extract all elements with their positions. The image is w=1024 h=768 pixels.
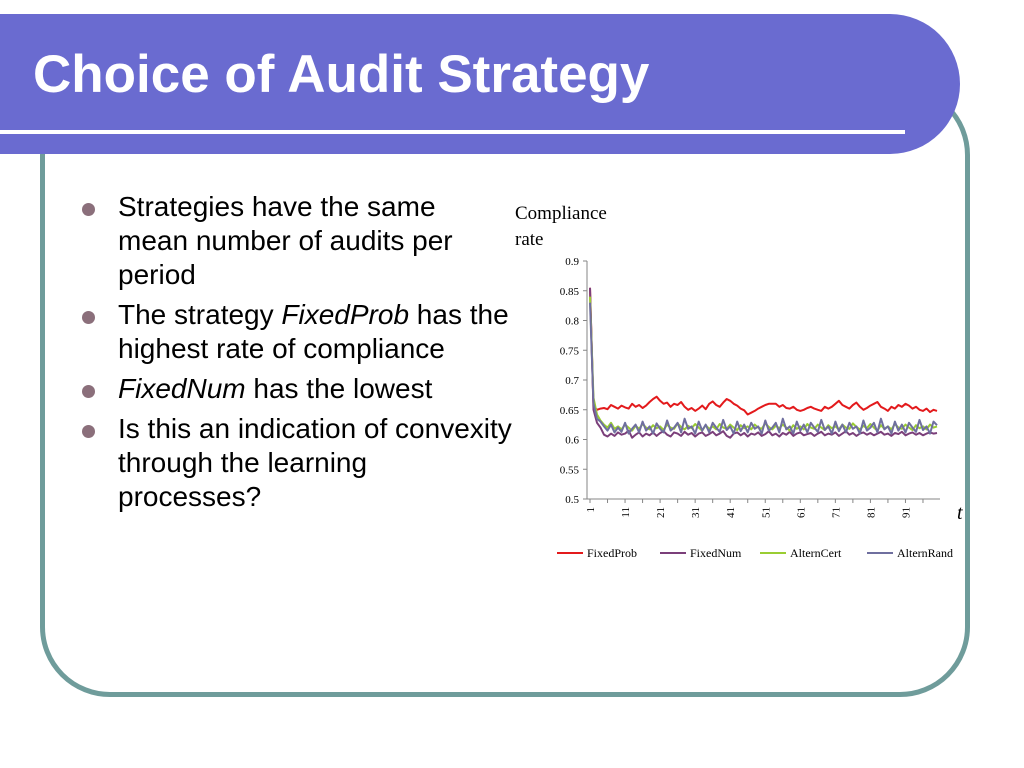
y-tick-label: 0.6	[565, 435, 579, 447]
y-axis-label: Compliance	[515, 203, 607, 224]
x-axis-label: t	[957, 502, 963, 524]
x-tick-label: 81	[865, 507, 877, 518]
bullet-list: Strategies have the same mean number of …	[82, 190, 512, 520]
bullet-text: has the highest rate of compliance	[118, 299, 509, 364]
bullet-text: FixedProb	[281, 299, 410, 330]
y-tick-label: 0.9	[565, 256, 579, 268]
y-tick-label: 0.65	[560, 405, 580, 417]
y-tick-label: 0.7	[565, 375, 579, 387]
y-tick-label: 0.5	[565, 494, 579, 506]
series-line-fixednum	[589, 287, 938, 439]
bullet-dot-icon	[82, 385, 95, 398]
bullet-dot-icon	[82, 425, 95, 438]
bullet-text: has the lowest	[245, 373, 433, 404]
y-tick-label: 0.75	[560, 345, 580, 357]
y-tick-label: 0.85	[560, 286, 580, 298]
title-underline	[0, 130, 905, 134]
x-tick-label: 31	[690, 507, 702, 518]
compliance-chart: Compliance rate t 0.5 0.55 0.6 0.65 0.7 0.75 0.8 0…	[515, 203, 963, 560]
bullet-text: The strategy	[118, 299, 282, 330]
x-tick-label: 91	[900, 507, 912, 518]
y-tick-label: 0.8	[565, 316, 579, 328]
bullet-item: Is this an indication of convexity throu…	[82, 412, 512, 514]
y-axis-label: rate	[515, 229, 543, 250]
x-tick-label: 21	[655, 507, 667, 518]
bullet-text: Strategies have the same mean number of …	[118, 191, 453, 290]
x-tick-label: 41	[725, 507, 737, 518]
legend-entry: FixedProb	[587, 546, 637, 560]
x-tick-label: 51	[760, 507, 772, 518]
slide-title: Choice of Audit Strategy	[33, 45, 650, 104]
legend-entry: AlternRand	[897, 546, 953, 560]
bullet-item: The strategy FixedProb has the highest r…	[82, 298, 512, 366]
series-line-fixedprob	[589, 287, 938, 416]
y-tick-label: 0.55	[560, 464, 580, 476]
x-tick-label: 71	[830, 507, 842, 518]
content-frame	[40, 85, 970, 697]
legend-entry: AlternCert	[790, 546, 842, 560]
bullet-item: FixedNum has the lowest	[82, 372, 512, 406]
x-tick-label: 61	[795, 507, 807, 518]
x-tick-label: 1	[585, 507, 597, 513]
bullet-text: Is this an indication of convexity throu…	[118, 413, 512, 512]
bullet-text: FixedNum	[118, 373, 246, 404]
legend-entry: FixedNum	[690, 546, 742, 560]
bullet-dot-icon	[82, 311, 95, 324]
bullet-item: Strategies have the same mean number of …	[82, 190, 512, 292]
series-line-alternrand	[589, 302, 938, 435]
bullet-dot-icon	[82, 203, 95, 216]
series-line-alterncert	[589, 296, 938, 432]
x-tick-label: 11	[620, 507, 632, 518]
